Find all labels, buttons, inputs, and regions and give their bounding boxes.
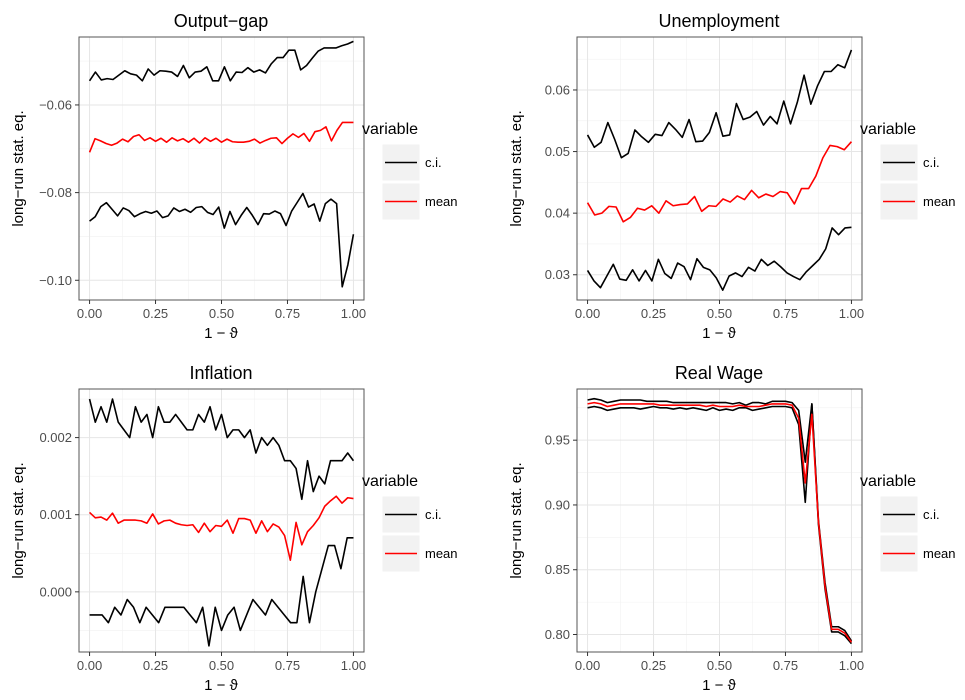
y-tick-label: 0.90 [545, 497, 570, 512]
x-tick-label: 0.50 [209, 306, 234, 321]
series-line-mean-2 [89, 495, 354, 562]
y-tick-label: 0.002 [39, 430, 72, 445]
x-tick-label: 0.75 [773, 658, 798, 673]
panel-1: 0.00 0.25 0.50 0.75 1.00 −0.10 −0.08 −0.06 Outpu… [10, 11, 458, 342]
y-tick-label: −0.06 [39, 97, 72, 112]
legend: variable c.i. mean [860, 121, 956, 221]
series-line-ci-1 [586, 226, 852, 291]
x-tick-label: 0.00 [575, 658, 600, 673]
panel-title: Unemployment [658, 11, 779, 31]
y-tick-label: 0.85 [545, 562, 570, 577]
legend-title: variable [362, 121, 418, 138]
legend-label: mean [923, 546, 956, 561]
panel-title: Inflation [189, 363, 252, 383]
x-tick-label: 1.00 [341, 306, 366, 321]
y-axis-label: long−run stat. eq. [10, 462, 27, 578]
y-tick-label: 0.05 [545, 144, 570, 159]
panel-title: Output−gap [174, 11, 269, 31]
x-tick-label: 0.25 [641, 658, 666, 673]
legend-label: c.i. [425, 155, 442, 170]
panel-3: 0.00 0.25 0.50 0.75 1.00 0.000 0.001 0.002 Infla… [10, 363, 458, 694]
panel-4: 0.00 0.25 0.50 0.75 1.00 0.80 0.85 0.90 0.95 Real… [508, 363, 956, 694]
legend-label: mean [923, 194, 956, 209]
x-tick-label: 1.00 [341, 658, 366, 673]
y-tick-label: −0.08 [39, 185, 72, 200]
series-line-ci-1 [89, 192, 355, 288]
x-tick-label: 1.00 [839, 306, 864, 321]
x-axis-label: 1 − ϑ [204, 677, 238, 694]
series-line-mean-2 [586, 141, 853, 223]
x-tick-label: 0.00 [77, 658, 102, 673]
legend-label: mean [425, 546, 458, 561]
x-tick-label: 0.50 [707, 658, 732, 673]
y-tick-label: 0.000 [39, 584, 72, 599]
series-line-ci-1 [89, 537, 354, 647]
x-axis-label: 1 − ϑ [702, 325, 736, 342]
x-axis-label: 1 − ϑ [204, 325, 238, 342]
x-tick-label: 0.75 [773, 306, 798, 321]
x-tick-label: 0.75 [275, 306, 300, 321]
legend-label: c.i. [425, 507, 442, 522]
legend-title: variable [860, 121, 916, 138]
legend-label: mean [425, 194, 458, 209]
x-tick-label: 0.75 [275, 658, 300, 673]
legend-title: variable [362, 473, 418, 490]
legend: variable c.i. mean [362, 473, 458, 573]
x-tick-label: 0.25 [143, 306, 168, 321]
y-tick-label: 0.95 [545, 433, 570, 448]
y-axis-label: long−run stat. eq. [10, 110, 27, 226]
legend-label: c.i. [923, 507, 940, 522]
y-axis-label: long−run stat. eq. [508, 462, 525, 578]
y-tick-label: 0.03 [545, 267, 570, 282]
y-tick-label: 0.001 [39, 507, 72, 522]
legend: variable c.i. mean [362, 121, 458, 221]
panel-2: 0.00 0.25 0.50 0.75 1.00 0.03 0.04 0.05 0.06 Unem… [508, 11, 956, 342]
legend: variable c.i. mean [860, 473, 956, 573]
x-tick-label: 1.00 [839, 658, 864, 673]
series-line-ci-0 [88, 398, 355, 501]
x-tick-label: 0.25 [143, 658, 168, 673]
series-line-ci-0 [586, 49, 853, 159]
y-tick-label: −0.10 [39, 273, 72, 288]
y-tick-label: 0.06 [545, 82, 570, 97]
x-tick-label: 0.25 [641, 306, 666, 321]
series-line-ci-0 [88, 40, 354, 82]
y-axis-label: long−run stat. eq. [508, 110, 525, 226]
x-tick-label: 0.50 [209, 658, 234, 673]
series-line-ci-0 [587, 397, 853, 642]
series-line-ci-1 [587, 403, 853, 645]
x-tick-label: 0.00 [77, 306, 102, 321]
y-tick-label: 0.80 [545, 627, 570, 642]
panel-title: Real Wage [675, 363, 763, 383]
series-line-mean-2 [88, 121, 354, 153]
x-tick-label: 0.00 [575, 306, 600, 321]
y-tick-label: 0.04 [545, 206, 570, 221]
series-line-mean-2 [587, 401, 853, 643]
legend-title: variable [860, 473, 916, 490]
legend-label: c.i. [923, 155, 940, 170]
x-tick-label: 0.50 [707, 306, 732, 321]
x-axis-label: 1 − ϑ [702, 677, 736, 694]
